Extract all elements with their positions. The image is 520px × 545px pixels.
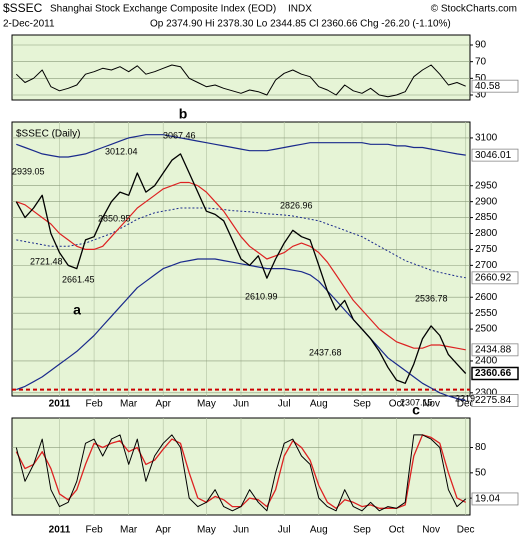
price-label: 2939.05 (12, 166, 45, 176)
price-label: 2826.96 (280, 200, 313, 210)
wave-label: a (73, 302, 81, 318)
y-tick-label: 2700 (475, 260, 498, 271)
end-label-box (471, 394, 519, 407)
exchange: INDX (288, 4, 312, 15)
end-label-box (471, 492, 519, 506)
x-tick-label: Sep (353, 525, 371, 536)
x-tick-label: Jul (278, 399, 291, 410)
y-tick-label: 2300 (475, 387, 498, 398)
x-tick-label: Dec (457, 399, 475, 410)
price-label: 2307.15 (400, 397, 433, 407)
series-line (15, 434, 467, 512)
y-tick-label: 2900 (475, 196, 498, 207)
y-tick-label: 2550 (475, 308, 498, 319)
end-label-box (471, 79, 519, 93)
x-tick-label: Feb (85, 525, 103, 536)
y-tick-label: 70 (475, 56, 487, 67)
end-label-box (471, 343, 519, 357)
end-label: 2360.66 (475, 368, 512, 379)
x-tick-label: Jun (233, 399, 249, 410)
panel-title: $SSEC (Daily) (16, 129, 80, 140)
end-label: 3046.01 (475, 150, 512, 161)
y-tick-label: 50 (475, 467, 487, 478)
y-tick-label: 30 (475, 90, 487, 101)
series-line (16, 134, 466, 158)
index-name: Shanghai Stock Exchange Composite Index … (50, 4, 276, 15)
end-label: 2275.84 (475, 395, 512, 406)
price-label: 3067.46 (163, 130, 196, 140)
y-tick-label: 2850 (475, 212, 498, 223)
symbol: $SSEC (3, 1, 43, 15)
end-label-box (471, 366, 519, 381)
series-line (16, 258, 466, 402)
x-tick-label: Apr (155, 399, 171, 410)
x-tick-label: May (197, 525, 216, 536)
y-tick-label: 3100 (475, 133, 498, 144)
y-tick-label: 2950 (475, 180, 498, 191)
x-tick-label: Jun (233, 525, 249, 536)
end-label: 40.58 (475, 81, 500, 92)
y-tick-label: 80 (475, 442, 487, 453)
x-tick-label: May (197, 399, 216, 410)
x-tick-label: Aug (310, 399, 328, 410)
price-label: 2610.99 (245, 291, 278, 301)
price-label: 2661.45 (62, 274, 95, 284)
x-tick-label: Dec (457, 525, 475, 536)
date: 2-Dec-2011 (3, 19, 55, 30)
y-tick-label: 50 (475, 73, 487, 84)
series-line (16, 181, 466, 351)
y-tick-label: 2400 (475, 356, 498, 367)
x-tick-label: Apr (155, 525, 171, 536)
x-tick-label: Nov (422, 525, 440, 536)
price-label: 2721.48 (30, 256, 63, 266)
price-label: 2437.68 (309, 347, 342, 357)
price-label: 3012.04 (105, 146, 138, 156)
wave-label: b (179, 106, 188, 122)
y-tick-label: 90 (475, 40, 487, 51)
series-line (15, 153, 467, 384)
x-tick-label: 2011 (49, 399, 71, 410)
end-label: 19.04 (475, 494, 500, 505)
x-tick-label: Oct (389, 525, 405, 536)
end-label-box (471, 271, 519, 285)
x-tick-label: Oct (389, 399, 405, 410)
x-tick-label: Mar (120, 399, 138, 410)
end-label-box (471, 148, 519, 162)
price-label: 2319. (455, 393, 478, 403)
wave-label: c (412, 402, 420, 418)
x-tick-label: 2011 (49, 525, 71, 536)
x-tick-label: Aug (310, 525, 328, 536)
y-tick-label: 2500 (475, 324, 498, 335)
end-label: 2434.88 (475, 344, 512, 355)
series-line (16, 207, 466, 279)
end-label: 2660.92 (475, 272, 512, 283)
x-tick-label: Feb (85, 399, 103, 410)
credit: © StockCharts.com (431, 4, 517, 15)
x-tick-label: Nov (422, 399, 440, 410)
quote: Op 2374.90 Hi 2378.30 Lo 2344.85 Cl 2360… (150, 19, 451, 30)
y-tick-label: 2750 (475, 244, 498, 255)
y-tick-label: 2800 (475, 228, 498, 239)
y-tick-label: 2600 (475, 292, 498, 303)
x-tick-label: Sep (353, 399, 371, 410)
price-label: 2850.95 (98, 213, 131, 223)
plot-area (11, 34, 471, 101)
x-tick-label: Jul (278, 525, 291, 536)
price-label: 2536.78 (415, 293, 448, 303)
x-tick-label: Mar (120, 525, 138, 536)
series-line (15, 64, 466, 98)
